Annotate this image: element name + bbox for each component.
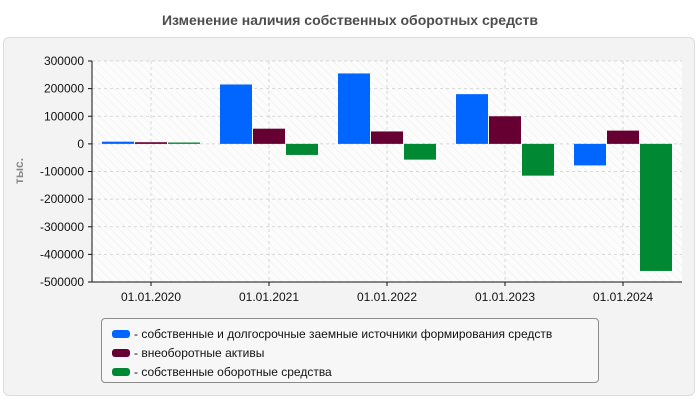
legend-item-working-capital[interactable]: - собственные оборотные средства <box>112 362 598 381</box>
x-tick-label: 01.01.2022 <box>357 290 417 304</box>
legend-label: - внеоборотные активы <box>134 345 265 360</box>
bar[interactable] <box>135 142 167 144</box>
chart-title: Изменение наличия собственных оборотных … <box>161 12 539 28</box>
bar[interactable] <box>286 143 318 155</box>
legend-item-sources[interactable]: - собственные и долгосрочные заемные ист… <box>112 324 598 343</box>
y-tick-labels: 300000 200000 100000 0 -100000 -200000 -300000… <box>40 54 92 289</box>
bar[interactable] <box>489 116 521 144</box>
x-tick-label: 01.01.2020 <box>121 290 181 304</box>
y-tick-label: -400000 <box>40 247 84 261</box>
x-tick-label: 01.01.2023 <box>475 290 535 304</box>
bar[interactable] <box>607 130 639 144</box>
bar[interactable] <box>253 128 285 144</box>
y-axis-label: тыс. <box>12 158 26 184</box>
x-tick-labels: 01.01.2020 01.01.2021 01.01.2022 01.01.2023… <box>121 282 653 304</box>
y-tick-label: 100000 <box>44 109 84 123</box>
y-tick-label: -500000 <box>40 275 84 289</box>
bars <box>102 73 672 271</box>
y-tick-label: -200000 <box>40 192 84 206</box>
legend-label: - собственные и долгосрочные заемные ист… <box>134 326 553 341</box>
x-tick-label: 01.01.2024 <box>593 290 653 304</box>
bar[interactable] <box>574 143 606 166</box>
y-tick-label: 0 <box>77 137 84 151</box>
bar[interactable] <box>404 143 436 160</box>
legend-swatch-blue <box>112 329 130 338</box>
y-tick-label: -100000 <box>40 165 84 179</box>
y-tick-label: -300000 <box>40 220 84 234</box>
bar[interactable] <box>640 143 672 271</box>
bar[interactable] <box>168 142 200 144</box>
bar[interactable] <box>102 141 134 144</box>
bar[interactable] <box>522 143 554 176</box>
x-tick-label: 01.01.2021 <box>239 290 299 304</box>
legend: - собственные и долгосрочные заемные ист… <box>101 318 599 383</box>
bar[interactable] <box>220 84 252 144</box>
bar[interactable] <box>456 94 488 144</box>
legend-item-noncurrent-assets[interactable]: - внеоборотные активы <box>112 343 598 362</box>
y-tick-label: 300000 <box>44 54 84 68</box>
bar[interactable] <box>338 73 370 144</box>
legend-swatch-green <box>112 367 130 376</box>
bar[interactable] <box>371 131 403 144</box>
legend-label: - собственные оборотные средства <box>134 364 332 379</box>
legend-swatch-maroon <box>112 348 130 357</box>
y-tick-label: 200000 <box>44 82 84 96</box>
